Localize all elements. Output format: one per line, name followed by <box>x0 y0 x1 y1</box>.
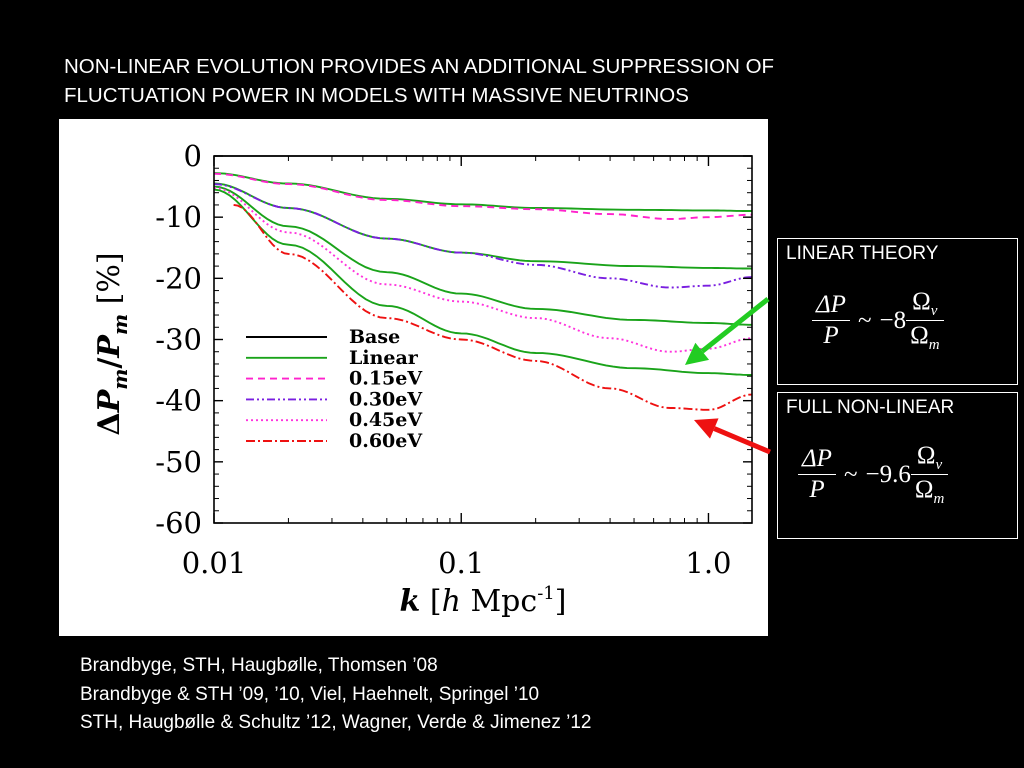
y-axis-label-slash: / <box>92 358 127 369</box>
y-tick-label: -50 <box>155 445 202 479</box>
series-line-linear-1 <box>213 172 752 212</box>
slide-title-line-2: FLUCTUATION POWER IN MODELS WITH MASSIVE… <box>64 84 689 107</box>
green-arrow-icon <box>685 297 770 365</box>
chart-panel: 0 -10 -20 -30 -40 -50 -60 0.01 0.1 1.0 Base Linear… <box>59 119 768 636</box>
nonlinear-formula: ΔP P ~ −9.6 Ων Ωm <box>798 441 949 508</box>
reference-line-3: STH, Haugbølle & Schultz ’12, Wagner, Ve… <box>80 712 592 733</box>
linear-coefficient: −8 <box>879 306 907 334</box>
nonlinear-coefficient: −9.6 <box>865 460 911 488</box>
power-spectrum-chart: 0 -10 -20 -30 -40 -50 -60 0.01 0.1 1.0 BaseLinear… <box>92 139 753 619</box>
reference-line-2: Brandbyge & STH ’09, ’10, Viel, Haehnelt… <box>80 683 540 705</box>
x-axis-label-mpc: Mpc <box>461 584 537 619</box>
y-tick-label: 0 <box>184 139 202 173</box>
y-axis-label: ΔPm/Pm [%] <box>92 252 132 435</box>
y-tick-label: -40 <box>155 384 202 418</box>
y-tick-label: -30 <box>155 323 202 357</box>
y-axis-label-delta: Δ <box>92 412 127 435</box>
x-axis-label-h: h <box>442 584 461 619</box>
references: Brandbyge, STH, Haugbølle, Thomsen ’08 B… <box>80 652 592 738</box>
full-nonlinear-box: FULL NON-LINEAR ΔP P ~ −9.6 Ων Ωm <box>777 392 1018 539</box>
y-axis-label-unit: [%] <box>92 252 127 313</box>
red-arrow-icon <box>694 418 771 455</box>
y-axis-label-p: P <box>92 388 127 413</box>
x-axis-label-k: k <box>400 584 421 619</box>
legend-label-0-30ev: 0.30eV <box>349 388 423 410</box>
linear-theory-box: LINEAR THEORY ΔP P ~ −8 Ων Ωm <box>777 238 1018 385</box>
y-axis-label-sub: m <box>108 369 132 390</box>
legend-label-base: Base <box>349 326 400 348</box>
y-tick-label: -10 <box>155 200 202 234</box>
series-line-0-15ev <box>213 172 753 220</box>
slide-title-line-1: NON-LINEAR EVOLUTION PROVIDES AN ADDITIO… <box>64 55 775 78</box>
formula-numerator: ΔP <box>802 445 832 472</box>
omega-nu-sub: ν <box>935 457 943 473</box>
omega-nu: Ω <box>916 442 936 469</box>
series-line-0-60ev <box>233 203 753 411</box>
x-axis-label-bracket-open: [ <box>420 584 441 619</box>
legend-label-0-15ev: 0.15eV <box>349 368 423 390</box>
full-nonlinear-label: FULL NON-LINEAR <box>786 397 955 418</box>
slide-title: NON-LINEAR EVOLUTION PROVIDES AN ADDITIO… <box>64 52 984 110</box>
y-tick-label: -60 <box>155 506 202 540</box>
omega-ratio: Ων Ωm <box>906 287 944 354</box>
series-line-linear-3 <box>213 185 752 326</box>
y-axis-label-p2: P <box>92 334 127 359</box>
y-axis-label-sub2: m <box>108 314 132 335</box>
linear-theory-formula: ΔP P ~ −8 Ων Ωm <box>812 287 944 354</box>
omega-m-sub: m <box>928 337 940 353</box>
reference-line-1: Brandbyge, STH, Haugbølle, Thomsen ’08 <box>80 655 438 676</box>
omega-nu: Ω <box>912 288 931 315</box>
delta-p-over-p: ΔP P <box>798 444 836 505</box>
formula-numerator: ΔP <box>816 291 846 318</box>
delta-p-over-p: ΔP P <box>812 290 850 351</box>
formula-denominator: P <box>809 476 825 503</box>
legend-label-0-60ev: 0.60eV <box>349 430 423 452</box>
linear-theory-label: LINEAR THEORY <box>786 243 939 264</box>
omega-ratio: Ων Ωm <box>910 441 949 508</box>
omega-m: Ω <box>914 476 934 503</box>
y-tick-label: -20 <box>155 261 202 295</box>
x-tick-label: 0.01 <box>182 546 247 580</box>
x-axis-label-bracket-close: ] <box>555 584 567 619</box>
omega-nu-sub: ν <box>930 303 938 319</box>
legend-label-linear: Linear <box>349 347 419 369</box>
x-axis-label-exp: -1 <box>537 583 555 604</box>
series-line-0-30ev <box>213 183 753 289</box>
x-tick-label: 0.1 <box>438 546 484 580</box>
x-tick-label: 1.0 <box>685 546 731 580</box>
approx-sign: ~ <box>857 306 872 334</box>
legend-label-0-45ev: 0.45eV <box>349 409 423 431</box>
x-axis-label: k [h Mpc-1] <box>400 583 567 619</box>
omega-m-sub: m <box>933 491 945 507</box>
omega-m: Ω <box>910 322 929 349</box>
series-line-linear-4 <box>213 188 752 376</box>
approx-sign: ~ <box>843 460 858 488</box>
formula-denominator: P <box>823 322 839 349</box>
